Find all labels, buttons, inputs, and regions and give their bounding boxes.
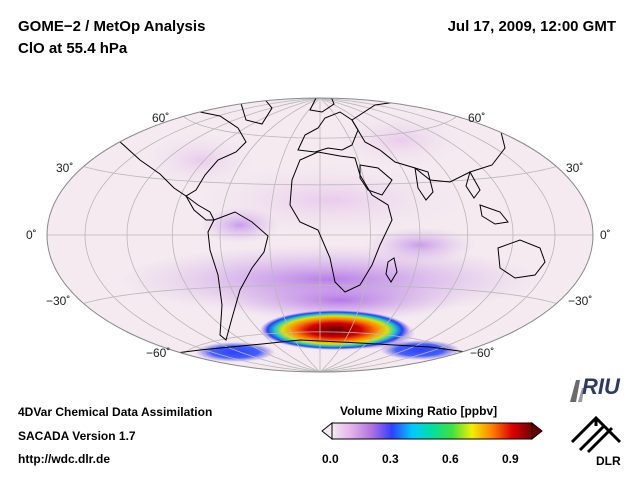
riu-emblem-icon <box>570 380 584 402</box>
lat-label-60n-right: 60˚ <box>468 111 485 125</box>
colorbar-tick-label: 0.9 <box>502 452 519 466</box>
parallel-line <box>83 166 557 186</box>
lat-label-eq-right: 0˚ <box>600 228 611 242</box>
parallel-line <box>183 116 457 139</box>
coastlines <box>117 98 546 361</box>
colorbar-tick-label: 0.3 <box>382 452 399 466</box>
riu-logo: RIU <box>568 374 628 404</box>
parallel-line <box>183 331 457 354</box>
footer-line-2: SACADA Version 1.7 <box>18 429 136 443</box>
lat-label-60s-left: −60˚ <box>146 346 170 360</box>
colorbar-tick-label: 0.0 <box>322 452 339 466</box>
lat-label-30n-right: 30˚ <box>566 161 583 175</box>
map-title: GOME−2 / MetOp Analysis <box>18 18 206 35</box>
globe-outline <box>46 97 594 373</box>
lat-label-60n-left: 60˚ <box>152 111 169 125</box>
colorbar-over-arrow <box>531 421 543 441</box>
riu-logo-text: RIU <box>582 374 620 399</box>
parallel-line <box>83 284 557 304</box>
footer-line-1: 4DVar Chemical Data Assimilation <box>18 405 213 419</box>
colorbar-title: Volume Mixing Ratio [ppbv] <box>340 404 498 418</box>
colorbar <box>321 421 543 441</box>
map-subtitle: ClO at 55.4 hPa <box>18 40 128 57</box>
colorbar-ramp <box>331 422 533 440</box>
dlr-logo: DLR <box>566 412 626 468</box>
dlr-emblem-icon <box>570 415 622 454</box>
colorbar-under-arrow <box>321 421 333 441</box>
lat-label-eq-left: 0˚ <box>26 228 37 242</box>
footer-link[interactable]: http://wdc.dlr.de <box>18 452 110 466</box>
lat-label-30n-left: 30˚ <box>56 161 73 175</box>
lat-label-30s-left: −30˚ <box>46 294 70 308</box>
colorbar-tick-label: 0.6 <box>442 452 459 466</box>
dlr-logo-text: DLR <box>596 454 621 468</box>
lat-label-30s-right: −30˚ <box>568 294 592 308</box>
datetime-label: Jul 17, 2009, 12:00 GMT <box>447 18 616 35</box>
lat-label-60s-right: −60˚ <box>470 346 494 360</box>
